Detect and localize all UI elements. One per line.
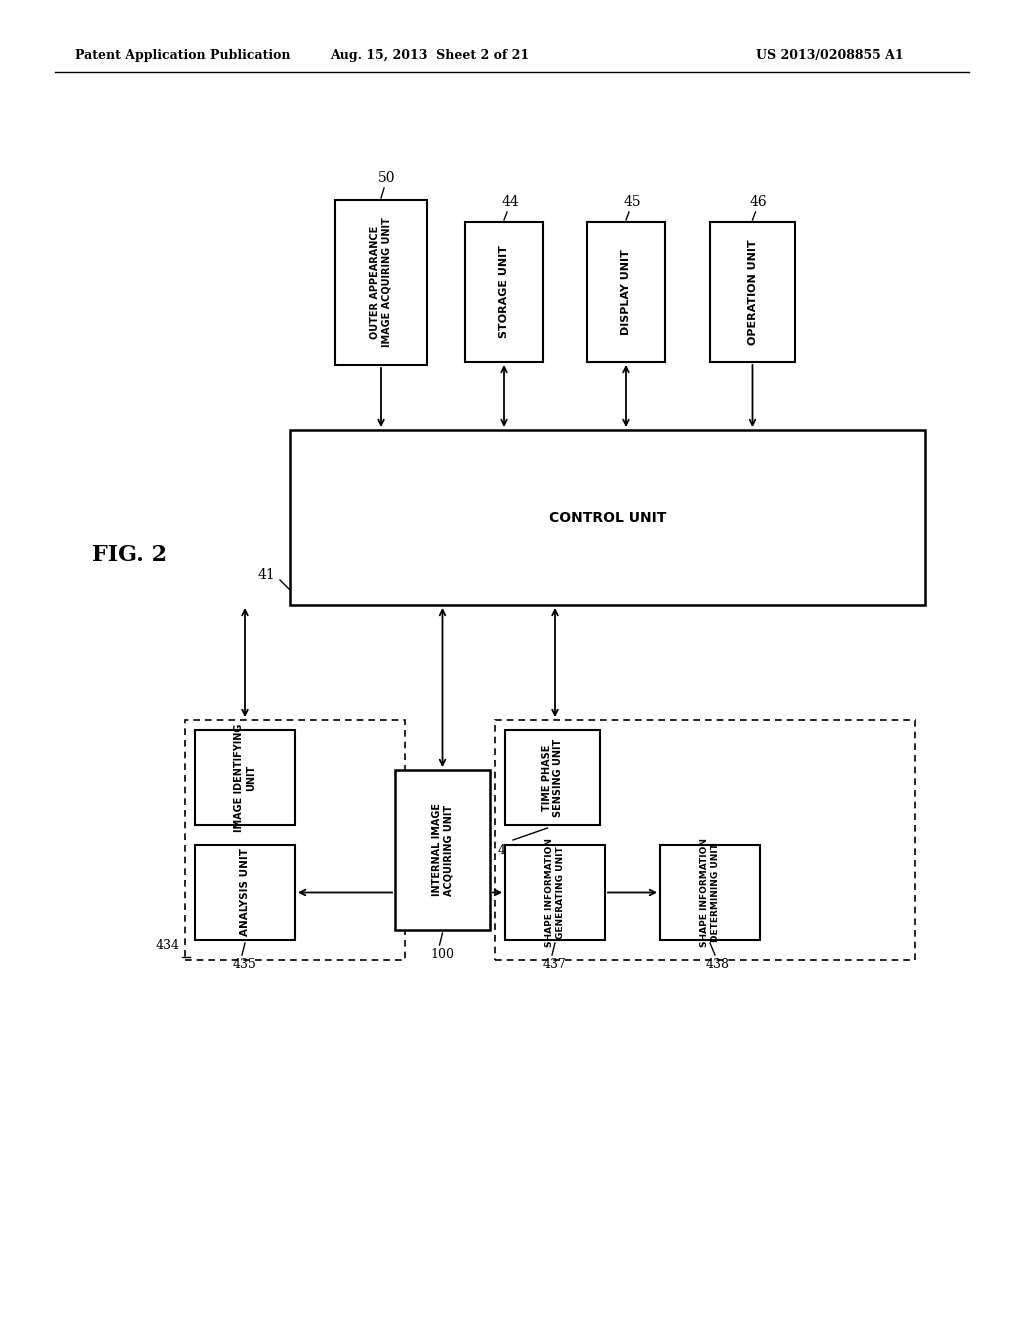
Text: 46: 46	[750, 195, 767, 209]
Bar	[195, 730, 295, 825]
Text: STORAGE UNIT: STORAGE UNIT	[499, 246, 509, 338]
Text: DISPLAY UNIT: DISPLAY UNIT	[621, 249, 631, 335]
Text: 436: 436	[498, 843, 522, 857]
Text: Aug. 15, 2013  Sheet 2 of 21: Aug. 15, 2013 Sheet 2 of 21	[331, 49, 529, 62]
Text: 438: 438	[706, 958, 730, 972]
Text: ANALYSIS UNIT: ANALYSIS UNIT	[240, 849, 250, 936]
Text: FIG. 2: FIG. 2	[92, 544, 168, 566]
Text: Patent Application Publication: Patent Application Publication	[75, 49, 291, 62]
Text: OUTER APPEARANCE
IMAGE ACQUIRING UNIT: OUTER APPEARANCE IMAGE ACQUIRING UNIT	[371, 218, 392, 347]
Bar	[395, 770, 490, 931]
Bar	[505, 845, 605, 940]
Text: 435: 435	[233, 958, 257, 972]
Text: 100: 100	[430, 949, 455, 961]
Bar	[465, 222, 543, 362]
Text: SHAPE INFORMATION
DETERMINING UNIT: SHAPE INFORMATION DETERMINING UNIT	[700, 838, 720, 946]
Bar	[335, 201, 427, 366]
Text: CONTROL UNIT: CONTROL UNIT	[549, 511, 667, 524]
Text: 50: 50	[378, 172, 395, 185]
Bar	[505, 730, 600, 825]
Text: 41: 41	[257, 568, 275, 582]
Text: 44: 44	[501, 195, 519, 209]
Text: 437: 437	[543, 958, 567, 972]
Bar	[290, 430, 925, 605]
Text: TIME PHASE
SENSING UNIT: TIME PHASE SENSING UNIT	[542, 738, 563, 817]
Text: 45: 45	[624, 195, 641, 209]
Text: INTERNAL IMAGE
ACQUIRING UNIT: INTERNAL IMAGE ACQUIRING UNIT	[432, 804, 454, 896]
Bar	[587, 222, 665, 362]
Text: SHAPE INFORMATION
GENERATING UNIT: SHAPE INFORMATION GENERATING UNIT	[546, 838, 564, 946]
Bar	[195, 845, 295, 940]
Bar	[710, 222, 795, 362]
Text: US 2013/0208855 A1: US 2013/0208855 A1	[756, 49, 904, 62]
Text: 434: 434	[156, 939, 180, 952]
Text: OPERATION UNIT: OPERATION UNIT	[748, 239, 758, 345]
Bar	[185, 719, 406, 960]
Text: IMAGE IDENTIFYING
UNIT: IMAGE IDENTIFYING UNIT	[234, 723, 256, 832]
Bar	[495, 719, 915, 960]
Bar	[660, 845, 760, 940]
